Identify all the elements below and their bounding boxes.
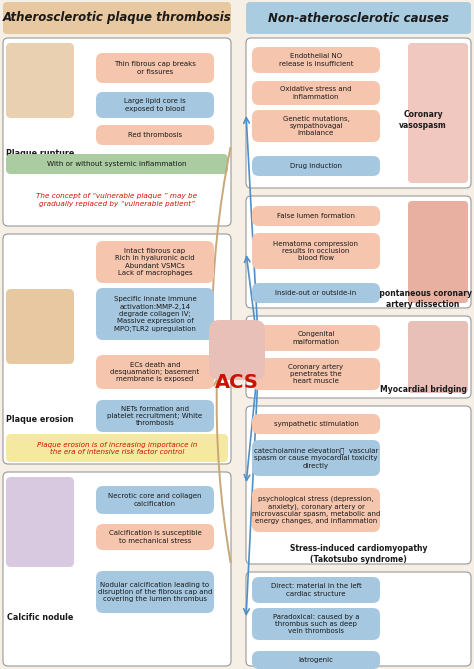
Text: Inside-out or outside-in: Inside-out or outside-in [275,290,356,296]
FancyBboxPatch shape [6,43,74,118]
Text: Endothelial NO
release is insufficient: Endothelial NO release is insufficient [279,54,353,67]
FancyBboxPatch shape [6,477,74,567]
Text: psychological stress (depression,
anxiety), coronary artery or
microvascular spa: psychological stress (depression, anxiet… [252,496,380,524]
FancyBboxPatch shape [6,434,228,462]
FancyBboxPatch shape [96,400,214,432]
Text: Nodular calcification leading to
disruption of the fibrous cap and
covering the : Nodular calcification leading to disrupt… [98,582,212,602]
Text: sympathetic stimulation: sympathetic stimulation [273,421,358,427]
FancyBboxPatch shape [96,571,214,613]
FancyBboxPatch shape [252,233,380,269]
Text: Atherosclerotic plaque thrombosis: Atherosclerotic plaque thrombosis [3,11,231,25]
FancyBboxPatch shape [96,125,214,145]
Text: ECs death and
desquamation; basement
membrane is exposed: ECs death and desquamation; basement mem… [110,362,200,382]
FancyBboxPatch shape [252,608,380,640]
FancyBboxPatch shape [246,316,471,398]
FancyBboxPatch shape [96,355,214,389]
FancyBboxPatch shape [252,577,380,603]
FancyBboxPatch shape [209,320,265,380]
FancyBboxPatch shape [408,201,468,303]
Text: Intact fibrous cap
Rich in hyaluronic acid
Abundant VSMCs
Lack of macrophages: Intact fibrous cap Rich in hyaluronic ac… [115,248,195,276]
FancyBboxPatch shape [96,486,214,514]
FancyBboxPatch shape [246,196,471,308]
FancyBboxPatch shape [3,234,231,464]
FancyBboxPatch shape [96,241,214,283]
Text: Red thrombosis: Red thrombosis [128,132,182,138]
Text: Genetic mutations,
sympathovagal
imbalance: Genetic mutations, sympathovagal imbalan… [283,116,349,136]
FancyBboxPatch shape [408,321,468,393]
FancyBboxPatch shape [252,488,380,532]
FancyBboxPatch shape [252,358,380,390]
Text: Coronary
vasospasm: Coronary vasospasm [399,110,447,130]
Text: Large lipid core is
exposed to blood: Large lipid core is exposed to blood [124,98,186,112]
FancyBboxPatch shape [408,43,468,183]
Text: Calcification is susceptible
to mechanical stress: Calcification is susceptible to mechanic… [109,531,201,544]
FancyBboxPatch shape [252,414,380,434]
FancyBboxPatch shape [246,2,471,34]
Text: Oxidative stress and
inflammation: Oxidative stress and inflammation [280,86,352,100]
Text: Drug induction: Drug induction [290,163,342,169]
FancyBboxPatch shape [252,651,380,669]
FancyBboxPatch shape [3,38,231,226]
FancyBboxPatch shape [252,110,380,142]
FancyBboxPatch shape [96,524,214,550]
Text: False lumen formation: False lumen formation [277,213,355,219]
FancyBboxPatch shape [96,53,214,83]
Text: Plaque erosion is of increasing importance in
the era of intensive risk factor c: Plaque erosion is of increasing importan… [37,442,197,454]
FancyBboxPatch shape [252,325,380,351]
Text: Hematoma compression
results in occlusion
blood flow: Hematoma compression results in occlusio… [273,241,358,262]
FancyBboxPatch shape [252,440,380,476]
Text: Plaque erosion: Plaque erosion [6,415,74,423]
Text: Spontaneous coronary
artery dissection: Spontaneous coronary artery dissection [374,289,472,308]
Text: Stress-induced cardiomyopathy
(Takotsubo syndrome): Stress-induced cardiomyopathy (Takotsubo… [290,545,427,564]
FancyBboxPatch shape [3,2,231,34]
Text: Specific innate immune
activation:MMP-2,14
degrade collagen IV;
Massive expressi: Specific innate immune activation:MMP-2,… [114,296,196,332]
FancyBboxPatch shape [246,406,471,564]
FancyBboxPatch shape [96,92,214,118]
FancyBboxPatch shape [252,283,380,303]
Text: Congenital
malformation: Congenital malformation [292,331,339,345]
Text: Non-atherosclerotic causes: Non-atherosclerotic causes [268,11,449,25]
FancyBboxPatch shape [246,572,471,666]
Text: NETs formation and
platelet recruitment; White
thrombosis: NETs formation and platelet recruitment;… [108,406,202,426]
FancyBboxPatch shape [252,156,380,176]
Text: Myocardial bridging: Myocardial bridging [380,385,466,393]
FancyBboxPatch shape [6,154,228,174]
Text: Direct: material in the left
cardiac structure: Direct: material in the left cardiac str… [271,583,361,597]
FancyBboxPatch shape [96,288,214,340]
Text: catecholamine elevation：  vascular
spasm or cause myocardial toxicity
directly: catecholamine elevation： vascular spasm … [254,448,378,468]
Text: Calcific nodule: Calcific nodule [7,613,73,622]
Text: Plaque rupture: Plaque rupture [6,149,74,157]
Text: Iatrogenic: Iatrogenic [299,657,334,663]
Text: Necrotic core and collagen
calcification: Necrotic core and collagen calcification [108,493,202,506]
FancyBboxPatch shape [252,81,380,105]
FancyBboxPatch shape [246,38,471,188]
Text: The concept of “vulnerable plaque ” may be
gradually replaced by “vulnerable pat: The concept of “vulnerable plaque ” may … [36,193,198,207]
FancyBboxPatch shape [252,47,380,73]
FancyBboxPatch shape [252,206,380,226]
Text: With or without systemic inflammation: With or without systemic inflammation [47,161,187,167]
Text: Paradoxical: caused by a
thrombus such as deep
vein thrombosis: Paradoxical: caused by a thrombus such a… [273,613,359,634]
FancyBboxPatch shape [3,472,231,666]
Text: Thin fibrous cap breaks
or fissures: Thin fibrous cap breaks or fissures [114,62,196,75]
FancyBboxPatch shape [6,289,74,364]
Text: Coronary artery
penetrates the
heart muscle: Coronary artery penetrates the heart mus… [289,364,344,384]
Text: ACS: ACS [215,373,259,393]
